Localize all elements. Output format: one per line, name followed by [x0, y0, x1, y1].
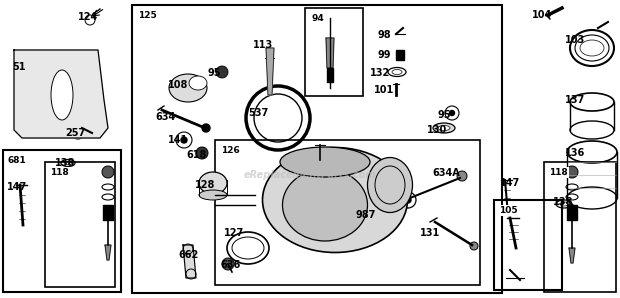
Text: 94: 94: [311, 14, 324, 23]
Text: 118: 118: [50, 168, 69, 177]
Ellipse shape: [433, 123, 455, 133]
Polygon shape: [396, 50, 404, 60]
Polygon shape: [105, 245, 111, 260]
Polygon shape: [266, 48, 274, 95]
Circle shape: [181, 137, 187, 143]
Text: 132: 132: [370, 68, 390, 78]
Bar: [3, 150, 121, 292]
Bar: [132, 5, 502, 293]
Text: 51: 51: [12, 62, 25, 72]
Polygon shape: [567, 205, 577, 220]
Circle shape: [196, 147, 208, 159]
Text: 130: 130: [427, 125, 447, 135]
Ellipse shape: [280, 147, 370, 177]
Polygon shape: [326, 38, 334, 68]
Text: 118: 118: [549, 168, 568, 177]
Polygon shape: [14, 50, 108, 138]
Text: 681: 681: [8, 156, 27, 165]
Circle shape: [222, 258, 234, 270]
Bar: [544, 162, 616, 292]
Text: 618: 618: [186, 150, 206, 160]
Text: 99: 99: [378, 50, 391, 60]
Text: 662: 662: [178, 250, 198, 260]
Text: 105: 105: [499, 206, 518, 215]
Text: 98: 98: [378, 30, 392, 40]
Polygon shape: [103, 205, 113, 220]
Text: 101: 101: [374, 85, 394, 95]
Text: eReplacementParts.com: eReplacementParts.com: [244, 170, 376, 180]
Text: 128: 128: [195, 180, 215, 190]
Text: 125: 125: [138, 11, 157, 20]
Text: 138: 138: [55, 158, 76, 168]
Ellipse shape: [199, 190, 227, 200]
Ellipse shape: [283, 169, 368, 241]
Circle shape: [457, 171, 467, 181]
Ellipse shape: [262, 148, 407, 252]
Text: 634: 634: [155, 112, 175, 122]
Ellipse shape: [51, 70, 73, 120]
Text: 147: 147: [7, 182, 27, 192]
Text: 138: 138: [553, 197, 574, 207]
Text: 103: 103: [565, 35, 585, 45]
Bar: [215, 140, 480, 285]
Text: 137: 137: [565, 95, 585, 105]
Polygon shape: [183, 245, 196, 278]
Circle shape: [450, 111, 454, 116]
Text: 126: 126: [221, 146, 240, 155]
Text: 987: 987: [355, 210, 375, 220]
Ellipse shape: [199, 172, 227, 194]
Text: 537: 537: [248, 108, 268, 118]
Text: 95: 95: [438, 110, 451, 120]
Ellipse shape: [169, 74, 207, 102]
Ellipse shape: [368, 158, 412, 212]
Text: 131: 131: [420, 228, 440, 238]
Polygon shape: [569, 248, 575, 263]
Text: 257: 257: [65, 128, 86, 138]
Circle shape: [405, 197, 411, 203]
Ellipse shape: [189, 76, 207, 90]
Circle shape: [202, 124, 210, 132]
Text: 147: 147: [500, 178, 520, 188]
Circle shape: [75, 129, 81, 135]
Ellipse shape: [438, 125, 450, 131]
Circle shape: [216, 66, 228, 78]
Text: 95: 95: [208, 68, 221, 78]
Text: 127: 127: [224, 228, 244, 238]
Text: 141: 141: [168, 135, 188, 145]
Circle shape: [470, 242, 478, 250]
Circle shape: [102, 166, 114, 178]
Text: 636: 636: [220, 260, 241, 270]
Text: 136: 136: [565, 148, 585, 158]
Circle shape: [566, 166, 578, 178]
Text: 634A: 634A: [432, 168, 460, 178]
Bar: [494, 200, 562, 290]
Bar: [305, 8, 363, 96]
Text: 113: 113: [253, 40, 273, 50]
Bar: [45, 162, 115, 287]
Text: 124: 124: [78, 12, 98, 22]
Text: 104: 104: [532, 10, 552, 20]
Text: 108: 108: [168, 80, 188, 90]
Polygon shape: [327, 68, 333, 82]
